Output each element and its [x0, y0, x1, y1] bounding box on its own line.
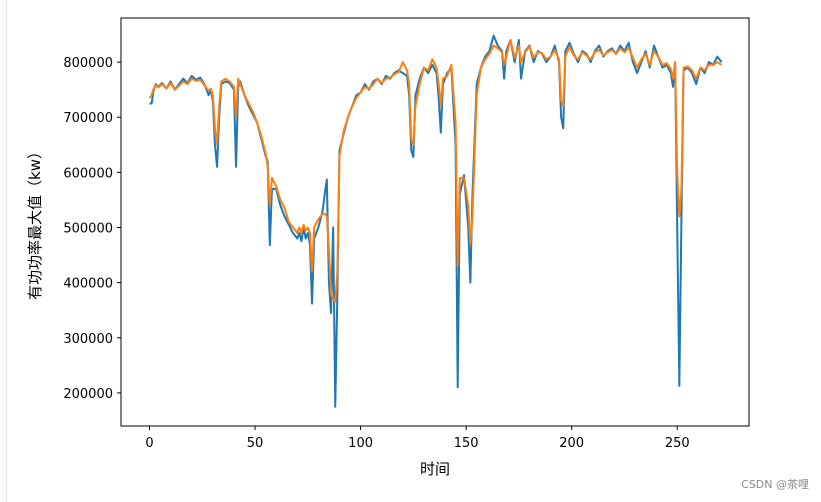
y-axis-ticks: 200000 300000 400000 500000 600000 700000 8000…: [63, 56, 121, 402]
y-tick-label: 400000: [63, 277, 113, 292]
y-tick-label: 500000: [63, 222, 113, 237]
window-edge: [0, 0, 7, 502]
x-tick-label: 50: [247, 436, 264, 451]
x-axis-title: 时间: [420, 460, 450, 478]
series-line-1: [149, 34, 723, 408]
x-tick-label: 200: [559, 436, 584, 451]
y-tick-label: 300000: [63, 332, 113, 347]
x-axis-ticks: 0 50 100 150 200 250: [145, 426, 690, 451]
y-tick-label: 600000: [63, 166, 113, 181]
x-tick-label: 250: [665, 436, 690, 451]
x-tick-label: 0: [145, 436, 153, 451]
y-tick-label: 200000: [63, 387, 113, 402]
y-tick-label: 700000: [63, 111, 113, 126]
x-tick-label: 150: [454, 436, 479, 451]
x-tick-label: 100: [348, 436, 373, 451]
plot-lines: [148, 34, 723, 408]
plot-frame: [120, 17, 750, 427]
series-line-2: [148, 39, 723, 303]
y-axis-title: 有功功率最大值（kw）: [26, 144, 44, 300]
watermark: CSDN @茶哩: [741, 478, 809, 491]
y-tick-label: 800000: [63, 56, 113, 71]
